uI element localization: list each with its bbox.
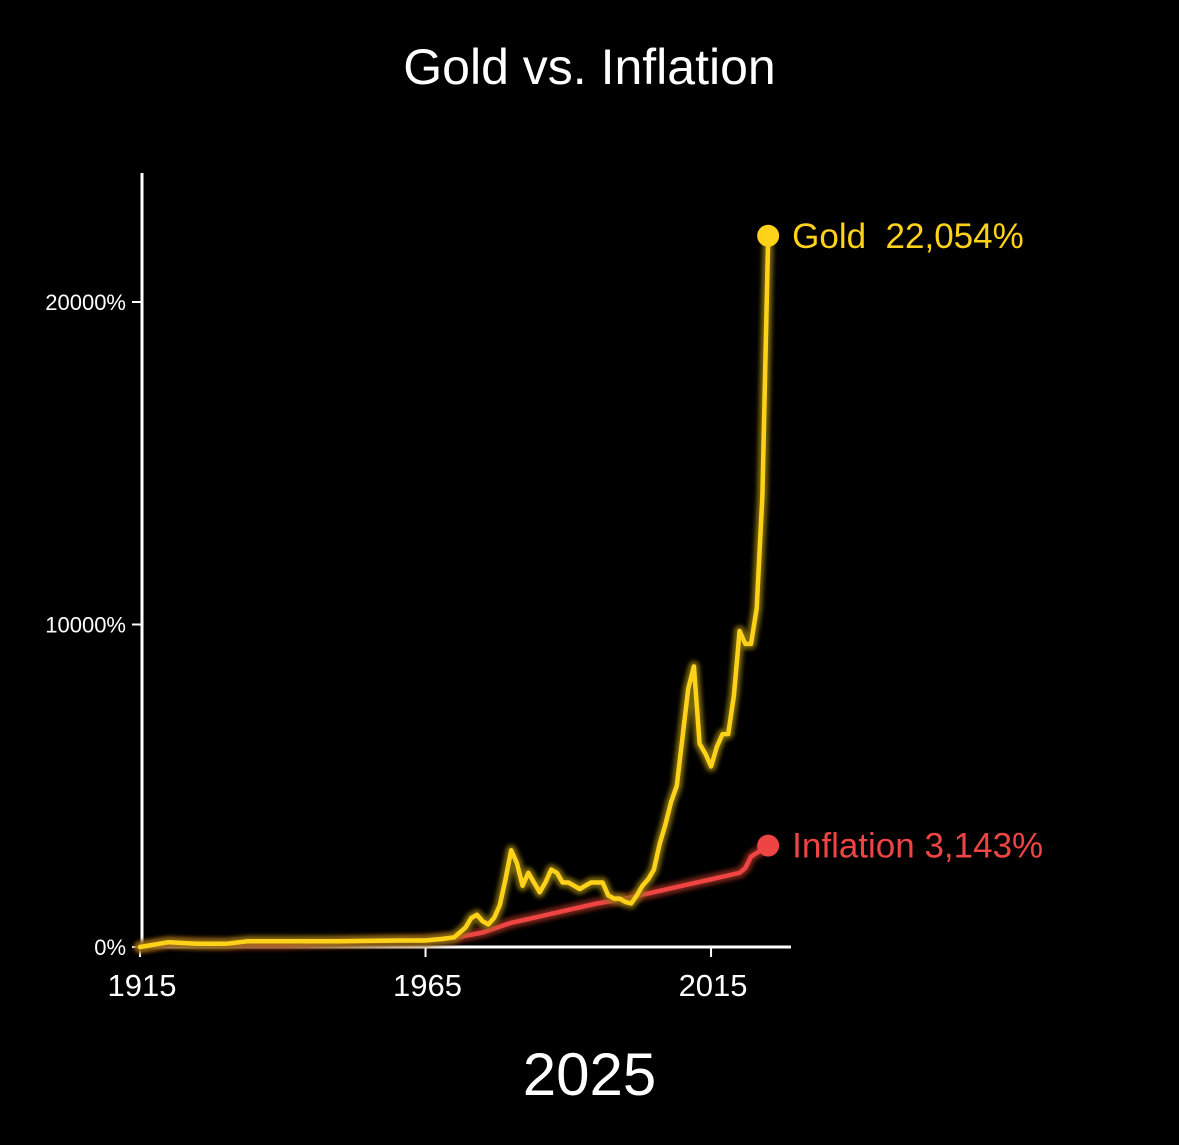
- current-year-label: 2025: [522, 1041, 657, 1108]
- series-end-marker-inflation: [757, 834, 780, 857]
- y-tick-label: 10000%: [45, 613, 126, 638]
- y-tick-label: 20000%: [45, 290, 126, 315]
- y-tick-label: 0%: [94, 935, 126, 960]
- series-line-gold: [137, 233, 771, 950]
- series-end-label-gold: Gold 22,054%: [792, 217, 1024, 256]
- series-end-label-inflation: Inflation 3,143%: [792, 827, 1043, 866]
- series-end-marker-gold: [757, 224, 780, 247]
- x-tick-label: 1965: [393, 968, 462, 1003]
- x-tick-label: 1915: [108, 968, 177, 1003]
- series-glow-gold: [134, 230, 774, 953]
- chart-title: Gold vs. Inflation: [403, 39, 776, 95]
- x-tick-label: 2015: [679, 968, 748, 1003]
